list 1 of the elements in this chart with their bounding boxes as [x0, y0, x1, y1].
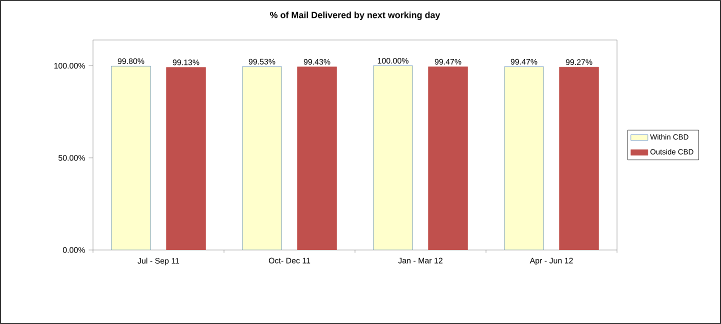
chart-title: % of Mail Delivered by next working day	[270, 12, 440, 20]
